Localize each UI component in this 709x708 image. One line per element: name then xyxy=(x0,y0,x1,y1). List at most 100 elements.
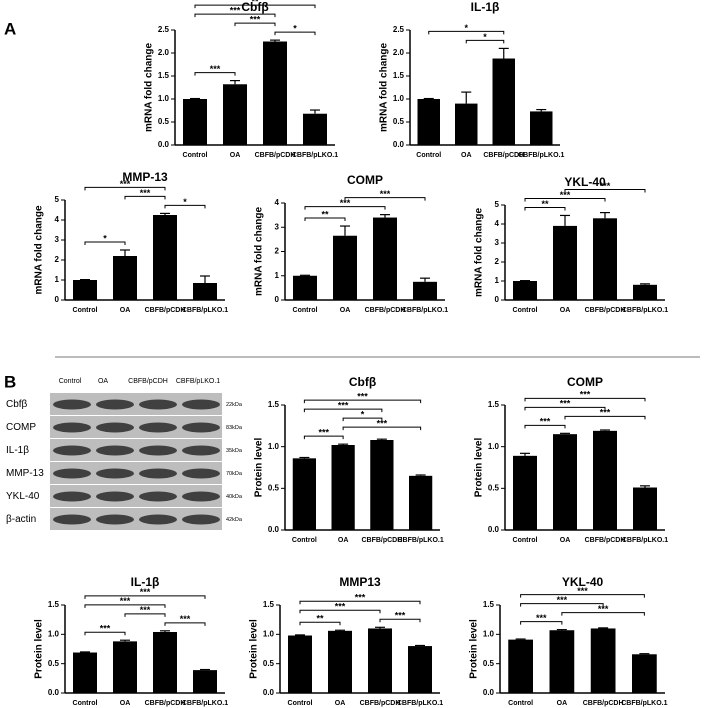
bar xyxy=(73,280,97,300)
significance-label: * xyxy=(361,410,365,420)
significance-label: *** xyxy=(557,595,568,605)
significance-bracket xyxy=(520,621,563,625)
x-tick-label: Control xyxy=(292,537,317,544)
y-axis-label: mRNA fold change xyxy=(254,207,265,297)
y-tick-label: 2 xyxy=(275,247,280,256)
x-tick-label: CBFB/pCDH xyxy=(360,700,401,707)
chart-title: IL-1β xyxy=(131,575,160,589)
significance-bracket xyxy=(428,30,505,35)
significance-label: *** xyxy=(250,14,261,24)
x-tick-label: CBFB/pLKO.1 xyxy=(622,307,668,314)
x-tick-label: CBFB/pCDH xyxy=(255,152,296,159)
significance-label: *** xyxy=(100,624,111,634)
blot-band xyxy=(139,514,177,525)
y-tick-label: 0.5 xyxy=(158,117,170,126)
significance-bracket xyxy=(84,604,166,608)
y-tick-label: 1.5 xyxy=(268,400,280,409)
significance-label: *** xyxy=(600,181,611,191)
x-tick-label: CBFB/pLKO.1 xyxy=(402,307,448,314)
y-tick-label: 0.5 xyxy=(393,117,405,126)
bar xyxy=(331,445,355,530)
x-tick-label: OA xyxy=(120,700,131,707)
significance-label: *** xyxy=(340,198,351,208)
significance-bracket xyxy=(304,217,346,222)
bar xyxy=(333,235,357,300)
x-tick-label: OA xyxy=(120,307,131,314)
chart-title: Cbfβ xyxy=(349,375,376,389)
significance-bracket xyxy=(520,594,645,598)
panel-label: A xyxy=(4,19,16,38)
band-size: 40kDa xyxy=(226,494,243,500)
bar xyxy=(549,630,575,693)
y-tick-label: 1.0 xyxy=(263,629,275,638)
significance-bracket xyxy=(299,621,341,626)
chart-title: MMP-13 xyxy=(122,170,168,184)
y-tick-label: 0.5 xyxy=(263,659,275,668)
y-tick-label: 2.0 xyxy=(158,48,170,57)
significance-label: * xyxy=(103,233,107,243)
blot-strip xyxy=(50,439,222,461)
blot-band xyxy=(182,445,220,456)
bar xyxy=(590,628,616,693)
y-axis-label: Protein level xyxy=(249,619,260,679)
significance-label: *** xyxy=(180,614,191,624)
significance-bracket xyxy=(164,622,206,626)
y-axis-label: Protein level xyxy=(254,438,265,498)
y-tick-label: 0.0 xyxy=(488,525,500,534)
significance-label: *** xyxy=(210,64,221,74)
bar xyxy=(593,218,617,300)
x-tick-label: OA xyxy=(560,307,571,314)
lane-label: OA xyxy=(98,378,108,385)
bar xyxy=(530,111,553,145)
y-tick-label: 1 xyxy=(275,271,280,280)
band-label: MMP-13 xyxy=(6,468,44,479)
blot-band xyxy=(53,514,91,525)
x-tick-label: OA xyxy=(335,700,346,707)
significance-bracket xyxy=(124,613,166,617)
bar xyxy=(455,103,478,145)
bar xyxy=(263,41,287,145)
y-tick-label: 0.0 xyxy=(393,140,405,149)
panel-label: B xyxy=(4,372,16,391)
significance-label: ** xyxy=(316,614,324,624)
x-tick-label: CBFB/pCDH xyxy=(583,700,624,707)
y-tick-label: 0.0 xyxy=(263,688,275,697)
x-tick-label: CBFB/pLKO.1 xyxy=(292,152,338,159)
significance-label: *** xyxy=(120,596,131,606)
significance-bracket xyxy=(465,39,505,44)
chart-title: COMP xyxy=(567,375,603,389)
x-tick-label: OA xyxy=(461,152,472,159)
y-tick-label: 1.0 xyxy=(393,94,405,103)
band-label: COMP xyxy=(6,422,36,433)
y-axis-label: Protein level xyxy=(469,619,480,679)
y-tick-label: 4 xyxy=(275,198,280,207)
bar xyxy=(633,487,657,530)
blot-strip xyxy=(50,393,222,415)
significance-bracket xyxy=(304,206,386,210)
x-tick-label: Control xyxy=(288,700,313,707)
significance-label: *** xyxy=(560,399,571,409)
significance-label: *** xyxy=(140,188,151,198)
significance-bracket xyxy=(164,204,206,209)
blot-band xyxy=(139,422,177,433)
significance-bracket xyxy=(84,186,166,191)
bar xyxy=(293,275,317,300)
bar xyxy=(113,256,137,300)
blot-strip xyxy=(50,416,222,438)
significance-label: ** xyxy=(251,0,259,6)
x-tick-label: Control xyxy=(73,700,98,707)
bar xyxy=(223,84,247,145)
x-tick-label: Control xyxy=(513,307,538,314)
blot-band xyxy=(96,468,134,479)
blot-band xyxy=(53,399,91,410)
x-tick-label: CBFB/pCDH xyxy=(483,152,524,159)
x-tick-label: OA xyxy=(557,700,568,707)
x-tick-label: CBFB/pLKO.1 xyxy=(182,700,228,707)
blot-band xyxy=(96,514,134,525)
bar xyxy=(193,283,217,300)
significance-bracket xyxy=(524,206,566,211)
blot-band xyxy=(182,514,220,525)
band-label: β-actin xyxy=(6,514,36,525)
band-label: IL-1β xyxy=(6,445,29,456)
